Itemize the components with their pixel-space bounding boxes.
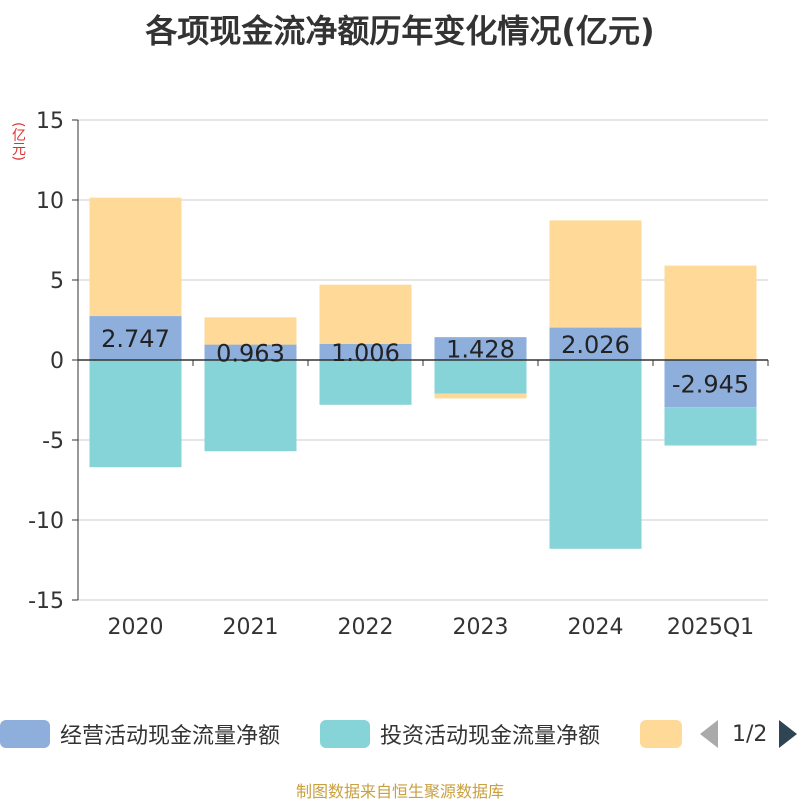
legend-label-operating: 经营活动现金流量净额 (60, 724, 281, 749)
y-tick-label: -10 (28, 509, 64, 534)
legend-item-investing[interactable]: 投资活动现金流量净额 (320, 718, 600, 750)
bar-2022-series-1 (319, 360, 412, 405)
y-tick-label: 15 (36, 109, 64, 134)
legend-swatch-investing (320, 720, 370, 748)
x-tick-label: 2020 (108, 615, 164, 640)
bar-2021-series-1 (204, 360, 297, 452)
y-axis-label: (亿元) (10, 122, 26, 161)
axes: 15 10 5 0 -5 -10 -15 2020 2021 2022 2023 2024 2025Q1 (28, 109, 769, 640)
bar-2025Q1-series-1 (664, 407, 757, 446)
gridlines (78, 119, 768, 601)
data-label-2024: 2.026 (561, 331, 630, 359)
data-source: 制图数据来自恒生聚源数据库 (295, 782, 504, 801)
legend-pager: 1/2 (700, 718, 798, 750)
x-tick-label: 2023 (453, 615, 509, 640)
pager-next-icon[interactable] (779, 720, 798, 748)
pager-page-indicator: 1/2 (732, 721, 768, 747)
legend-swatch-operating (0, 720, 50, 748)
bar-2022-series-0 (319, 343, 412, 360)
legend-label-investing: 投资活动现金流量净额 (380, 724, 601, 749)
bar-2020-series-2 (89, 197, 182, 317)
data-labels: 2.747 0.963 1.006 1.428 2.026 -2.945 (101, 325, 749, 399)
bar-2023-series-1 (434, 360, 527, 394)
bar-2020-series-1 (89, 360, 182, 468)
bar-2022-series-2 (319, 284, 412, 344)
legend-swatch-financing (640, 720, 682, 748)
y-tick-label: -15 (28, 589, 64, 614)
x-tick-label: 2021 (223, 615, 279, 640)
bar-2021-series-0 (204, 344, 297, 360)
data-label-2023: 1.428 (446, 336, 515, 364)
legend: 经营活动现金流量净额 投资活动现金流量净额 1/2 (0, 712, 800, 756)
data-label-2022: 1.006 (331, 339, 400, 367)
legend-item-operating[interactable]: 经营活动现金流量净额 (0, 718, 280, 750)
bar-2024-series-2 (549, 220, 642, 328)
bar-2025Q1-series-2 (664, 265, 757, 360)
bar-chart: 15 10 5 0 -5 -10 -15 2020 2021 2022 2023 2024 2025Q1… (28, 109, 769, 640)
x-tick-label: 2022 (338, 615, 394, 640)
bar-2021-series-2 (204, 317, 297, 345)
bar-2020-series-0 (89, 316, 182, 360)
data-label-2025Q1: -2.945 (672, 371, 749, 399)
data-label-2021: 0.963 (216, 339, 285, 367)
y-tick-label: 10 (36, 189, 64, 214)
x-tick-label: 2024 (568, 615, 624, 640)
y-tick-label: -5 (42, 429, 64, 454)
bar-2024-series-1 (549, 360, 642, 549)
x-tick-label: 2025Q1 (667, 615, 754, 640)
y-tick-label: 0 (50, 349, 64, 374)
legend-item-financing[interactable] (640, 718, 692, 750)
pager-prev-icon[interactable] (700, 720, 718, 748)
bar-2024-series-0 (549, 327, 642, 360)
data-label-2020: 2.747 (101, 325, 170, 353)
bar-2025Q1-series-0 (664, 360, 757, 408)
chart-title: 各项现金流净额历年变化情况(亿元) (145, 12, 655, 50)
bars (89, 197, 757, 549)
y-tick-label: 5 (50, 269, 64, 294)
bar-2023-series-0 (434, 337, 527, 360)
bar-2023-series-2 (434, 393, 527, 399)
